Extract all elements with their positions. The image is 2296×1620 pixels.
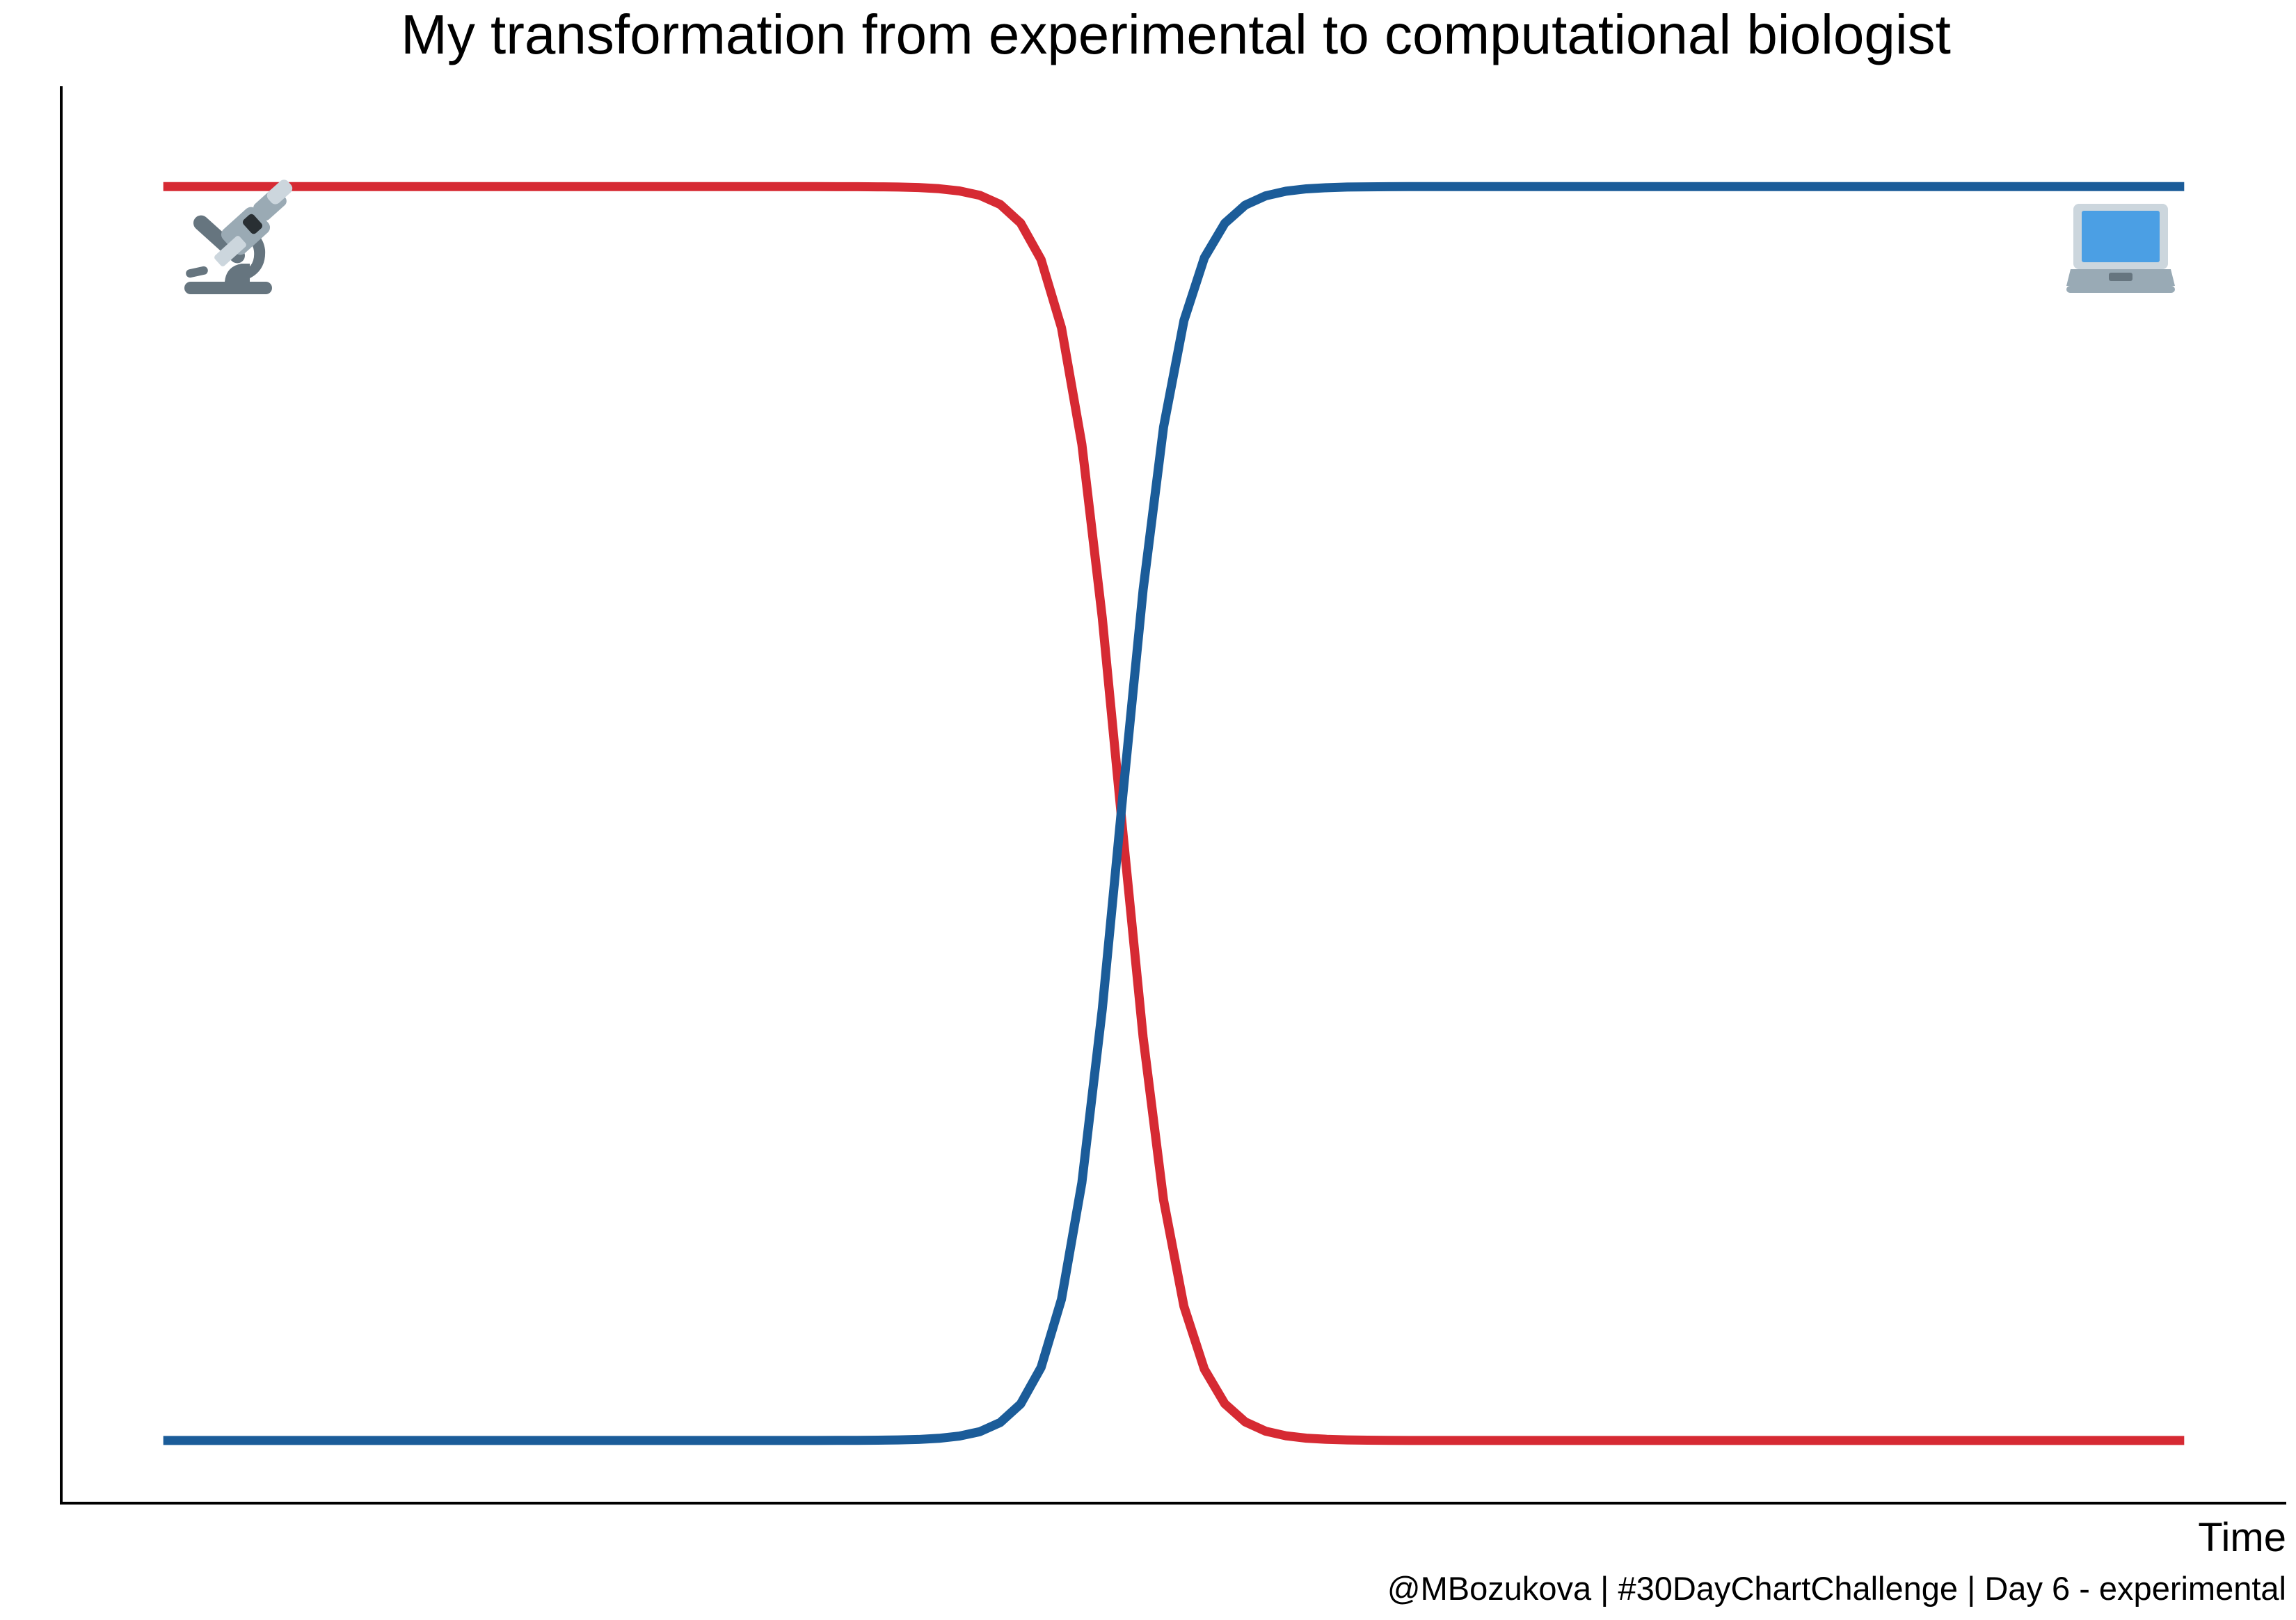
- plot-area: [60, 86, 2286, 1505]
- x-axis-label: Time: [2198, 1515, 2286, 1560]
- microscope-icon: [184, 179, 293, 294]
- series-line-1: [163, 182, 2185, 1445]
- series-line-2: [163, 182, 2185, 1445]
- chart-caption: @MBozukova | #30DayChartChallenge | Day …: [1387, 1570, 2286, 1607]
- series-layer: [163, 182, 2185, 1445]
- laptop-icon: [2066, 204, 2175, 293]
- chart-title: My transformation from experimental to c…: [401, 3, 1951, 65]
